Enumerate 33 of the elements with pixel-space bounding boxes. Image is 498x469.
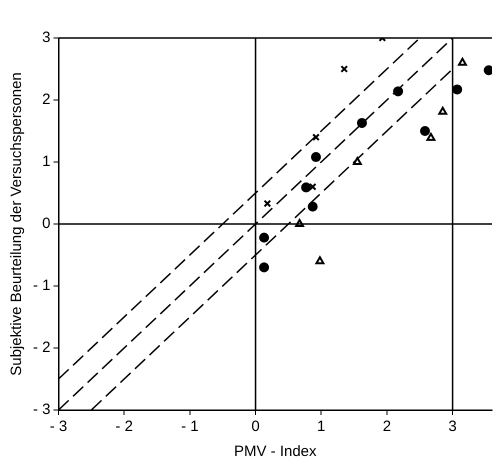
y-tick-label: 0 — [42, 215, 51, 232]
point — [259, 262, 270, 272]
x-tick-label: 2 — [382, 418, 392, 436]
point — [393, 86, 404, 96]
x-tick-label: - 2 — [115, 418, 133, 436]
y-axis-title: Subjektive Beurteilung der Versuchspersonen — [8, 72, 26, 376]
point — [259, 232, 270, 243]
point — [315, 256, 324, 264]
y-tick-label: - 3 — [32, 401, 51, 418]
point — [301, 182, 312, 192]
point — [310, 152, 321, 162]
x-tick-label: 3 — [448, 418, 457, 436]
y-tick-label: 1 — [42, 153, 51, 170]
point — [312, 133, 320, 142]
point — [340, 65, 348, 73]
y-tick-label: - 1 — [32, 277, 51, 294]
point — [308, 182, 317, 191]
y-tick-label: - 2 — [32, 339, 51, 356]
point — [452, 84, 462, 94]
y-tick-label: 3 — [42, 29, 51, 46]
x-tick-label: 0 — [251, 418, 260, 436]
x-tick-label: 1 — [317, 418, 326, 436]
x-tick-label: - 1 — [181, 418, 199, 436]
point — [458, 58, 467, 66]
x-axis-title: PMV - Index — [234, 443, 318, 460]
point — [426, 132, 436, 141]
point — [438, 106, 448, 115]
point — [420, 126, 430, 136]
y-tick-label: 2 — [42, 91, 51, 108]
point — [308, 202, 318, 212]
point — [264, 200, 272, 208]
point — [356, 118, 367, 128]
point — [352, 157, 362, 165]
